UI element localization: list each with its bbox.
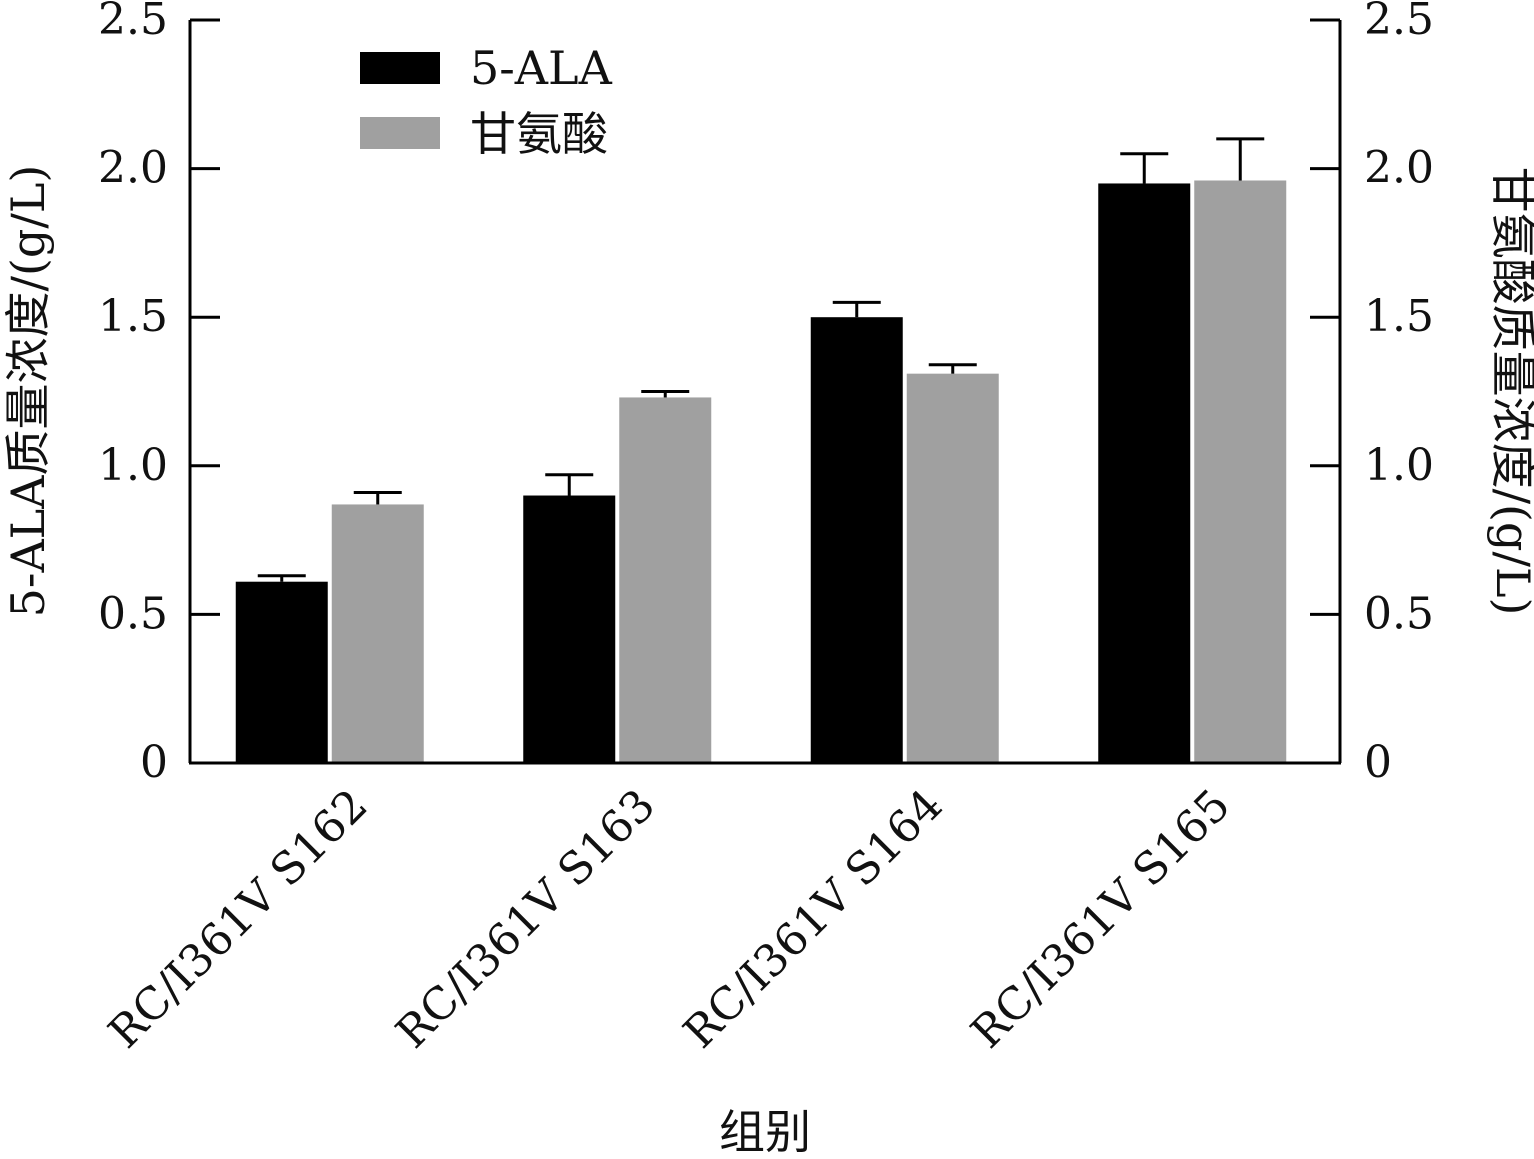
ticks-layer: 0 0 0.5 0.5 1.0 1.0 1.5 1.5 2.0 2.0 2.5 2.5 — [98, 0, 1434, 788]
left-y-tick-label: 0.5 — [98, 588, 168, 639]
left-y-tick-label: 1.5 — [98, 291, 168, 342]
bar-5-ala — [810, 317, 903, 763]
right-y-tick-label: 2.0 — [1364, 143, 1434, 194]
bar-glycine — [1194, 180, 1287, 763]
legend-label-5-ala: 5-ALA — [470, 41, 613, 95]
category-labels: RC/I361V S162 RC/I361V S163 RC/I361V S164 R… — [99, 780, 1240, 1059]
right-y-tick-label: 1.5 — [1364, 291, 1434, 342]
left-y-tick-label: 2.5 — [98, 0, 168, 45]
category-label: RC/I361V S162 — [99, 780, 378, 1059]
left-y-tick-label: 0 — [140, 737, 168, 788]
legend-swatch-glycine — [360, 117, 440, 149]
bar-5-ala — [523, 495, 616, 763]
bar-5-ala — [1098, 183, 1191, 763]
x-axis-title: 组别 — [719, 1105, 811, 1159]
legend: 5-ALA 甘氨酸 — [360, 41, 613, 161]
right-y-tick-label: 1.0 — [1364, 440, 1434, 491]
right-y-tick-label: 2.5 — [1364, 0, 1434, 45]
category-label: RC/I361V S165 — [962, 780, 1241, 1059]
left-y-tick-label: 1.0 — [98, 440, 168, 491]
y-axis-title-left: 5-ALA质量浓度/(g/L) — [1, 165, 55, 618]
left-y-tick-label: 2.0 — [98, 143, 168, 194]
category-label: RC/I361V S164 — [674, 780, 953, 1059]
bar-glycine — [619, 397, 712, 763]
right-y-tick-label: 0.5 — [1364, 588, 1434, 639]
right-y-tick-label: 0 — [1364, 737, 1392, 788]
legend-label-glycine: 甘氨酸 — [470, 107, 608, 161]
bar-glycine — [906, 373, 999, 763]
bars-layer — [235, 137, 1287, 763]
bar-5-ala — [235, 581, 328, 763]
axes-layer — [188, 20, 1342, 765]
category-label: RC/I361V S163 — [387, 780, 666, 1059]
legend-swatch-5-ala — [360, 52, 440, 84]
y-axis-title-right: 甘氨酸质量浓度/(g/L) — [1486, 167, 1534, 616]
bar-glycine — [331, 504, 424, 763]
